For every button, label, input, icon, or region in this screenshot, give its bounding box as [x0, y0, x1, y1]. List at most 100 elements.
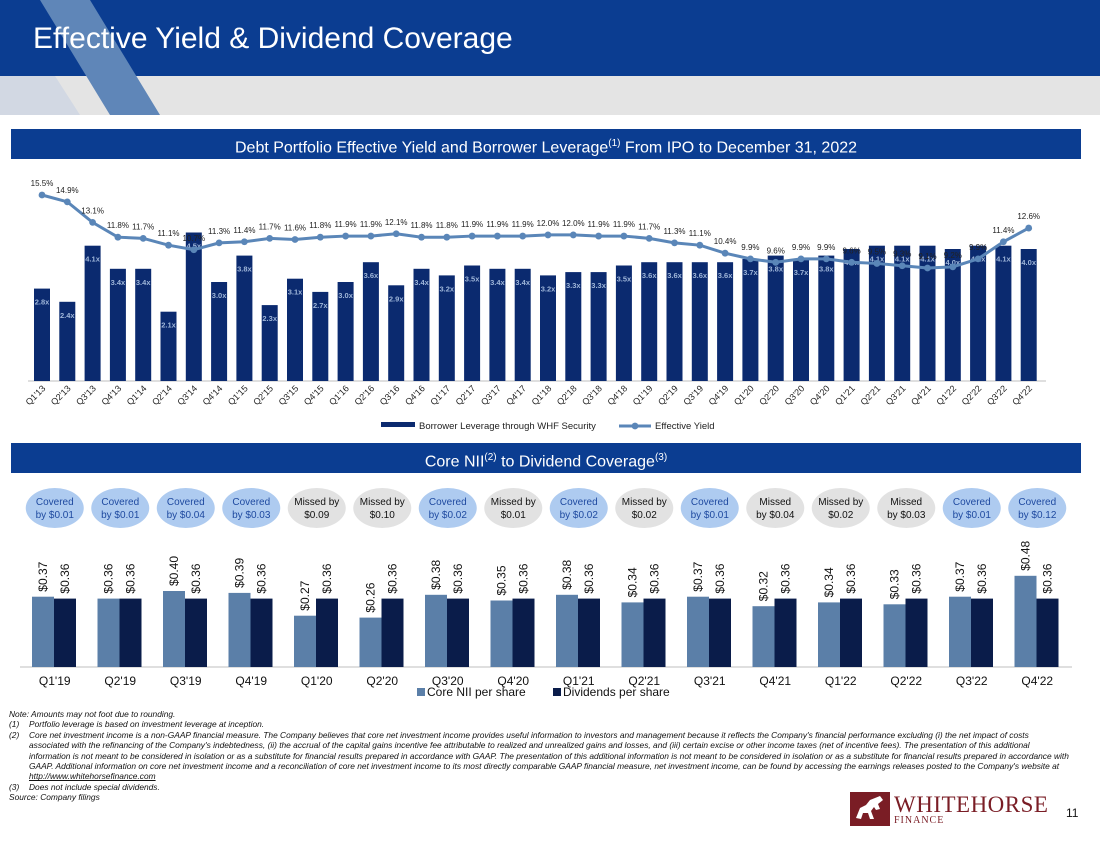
leverage-data-label: 3.2x [541, 284, 556, 293]
leverage-bar [540, 275, 556, 381]
leverage-bar [641, 262, 658, 381]
coverage-chart-banner: Core NII(2) to Dividend Coverage(3) [11, 443, 1081, 473]
dividend-value-label: $0.36 [910, 563, 924, 593]
quarter-tick-label: Q4'21 [909, 383, 933, 407]
dividend-value-label: $0.36 [58, 563, 72, 593]
yield-data-label: 11.3% [663, 227, 685, 236]
yield-point [215, 239, 223, 247]
leverage-data-label: 4.1x [996, 255, 1011, 264]
quarter-tick-label: Q4'21 [759, 674, 791, 688]
yield-data-label: 9.9% [969, 243, 987, 252]
leverage-data-label: 3.4x [111, 278, 126, 287]
quarter-tick-label: Q3'22 [956, 674, 988, 688]
dividend-value-label: $0.36 [517, 563, 531, 593]
leverage-bar [109, 268, 126, 381]
yield-point [797, 255, 805, 263]
yield-point [367, 232, 375, 240]
dividend-bar [1036, 598, 1059, 667]
dividend-value-label: $0.36 [320, 563, 334, 593]
leverage-bar [742, 258, 759, 381]
quarter-tick-label: Q1'19 [39, 674, 71, 688]
yield-data-label: 9.5% [868, 247, 886, 256]
quarter-tick-label: Q3'15 [277, 383, 301, 407]
yield-point [89, 218, 96, 226]
coverage-label-line1: Covered [953, 497, 991, 508]
core-nii-value-label: $0.32 [757, 571, 771, 601]
leverage-bar [261, 305, 278, 381]
quarter-tick-label: Q3'22 [985, 383, 1009, 407]
core-nii-value-label: $0.27 [298, 580, 312, 610]
dividend-bar [54, 598, 76, 667]
yield-point [822, 255, 830, 263]
leverage-bar [59, 301, 76, 381]
yield-data-label: 11.1% [157, 229, 179, 238]
dividend-bar [709, 598, 731, 667]
quarter-tick-label: Q3'16 [378, 383, 402, 407]
core-nii-bar [818, 602, 840, 667]
core-nii-bar [949, 596, 971, 667]
quarter-tick-label: Q3'20 [783, 383, 807, 407]
coverage-label-line1: Covered [101, 497, 139, 508]
coverage-label-line2: $0.01 [501, 510, 526, 521]
coverage-label-line1: Missed by [294, 497, 339, 508]
source-note: Source: Company filings [9, 792, 100, 803]
leverage-bar [793, 258, 809, 381]
yield-data-label: 15.5% [31, 179, 54, 188]
yield-point [316, 233, 324, 241]
yield-point [974, 255, 982, 263]
yield-point [569, 231, 577, 239]
yield-data-label: 10.4% [714, 237, 737, 246]
leverage-bar [691, 262, 708, 381]
quarter-tick-label: Q1'13 [24, 383, 48, 407]
core-nii-value-label: $0.38 [560, 559, 574, 589]
leverage-bar [970, 245, 987, 381]
leverage-data-label: 4.1x [920, 255, 935, 264]
dividend-bar [250, 598, 273, 667]
yield-point [494, 232, 501, 240]
yield-point [671, 239, 678, 247]
yield-data-label: 11.8% [107, 221, 129, 230]
yield-data-label: 14.9% [56, 186, 79, 195]
yield-point [266, 234, 274, 242]
core-nii-value-label: $0.39 [233, 558, 247, 588]
quarter-tick-label: Q4'16 [403, 383, 427, 407]
core-nii-bar [1014, 575, 1037, 667]
dividend-value-label: $0.36 [713, 563, 727, 593]
legend-dividend-swatch [553, 688, 561, 696]
yield-data-label: 9.1% [918, 252, 936, 261]
yield-point [291, 236, 299, 243]
quarter-tick-label: Q2'18 [555, 383, 579, 407]
quarter-tick-label: Q3'19 [170, 674, 202, 688]
coverage-label-line1: Covered [167, 497, 205, 508]
leverage-data-label: 3.6x [364, 271, 379, 280]
quarter-tick-label: Q4'18 [605, 383, 629, 407]
coverage-label-line1: Covered [1018, 497, 1056, 508]
core-nii-bar [359, 617, 382, 667]
leverage-bar [868, 245, 885, 381]
coverage-banner-text-after: to Dividend Coverage [496, 453, 655, 471]
legend-yield-label: Effective Yield [655, 421, 715, 432]
coverage-label-line2: by $0.01 [953, 510, 992, 521]
website-link[interactable]: http://www.whitehorsefinance.com [29, 771, 156, 782]
coverage-label-line2: $0.10 [370, 510, 395, 521]
leverage-bar [919, 245, 936, 381]
dividend-value-label: $0.36 [844, 563, 858, 593]
quarter-tick-label: Q3'14 [175, 383, 199, 407]
quarter-tick-label: Q1'19 [631, 383, 655, 407]
yield-data-label: 11.9% [613, 220, 635, 229]
core-nii-bar [425, 594, 447, 667]
legend-leverage-label: Borrower Leverage through WHF Security [419, 421, 596, 432]
quarter-tick-label: Q1'14 [125, 383, 149, 407]
yield-data-label: 11.7% [132, 222, 154, 231]
dividend-value-label: $0.36 [582, 563, 596, 593]
leverage-bar [287, 278, 303, 381]
dividend-bar [840, 598, 862, 667]
leverage-data-label: 3.6x [718, 271, 733, 280]
leverage-data-label: 3.4x [490, 278, 505, 287]
leverage-data-label: 3.4x [414, 278, 429, 287]
dividend-value-label: $0.36 [975, 563, 989, 593]
dividend-value-label: $0.36 [386, 563, 400, 593]
yield-data-label: 12.0% [562, 219, 585, 228]
leverage-data-label: 3.8x [819, 265, 834, 274]
covered-bubble [942, 488, 1001, 528]
